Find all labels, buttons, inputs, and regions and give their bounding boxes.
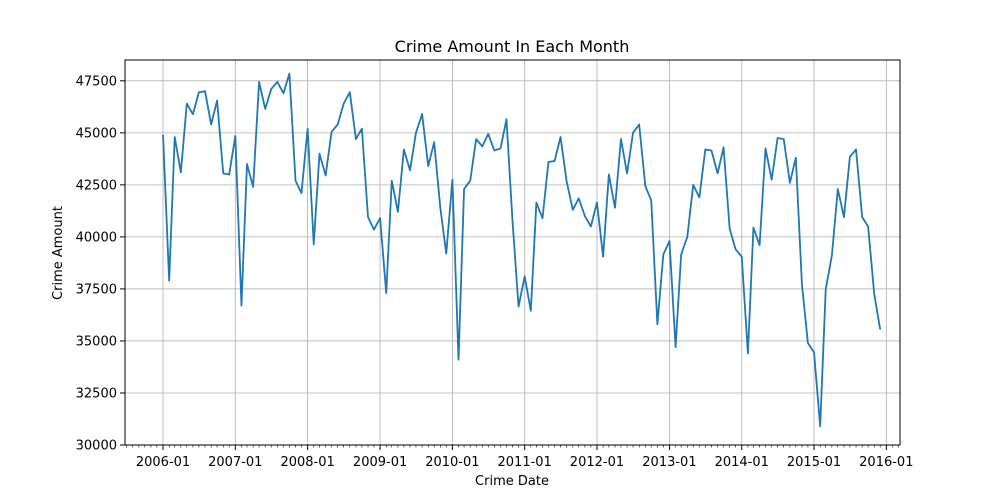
x-axis-label: Crime Date: [475, 474, 549, 489]
x-tick-label: 2011-01: [498, 455, 552, 470]
x-tick-label: 2007-01: [208, 455, 262, 470]
x-tick-label: 2014-01: [715, 455, 769, 470]
x-tick-label: 2009-01: [353, 455, 407, 470]
x-tick-label: 2006-01: [136, 455, 190, 470]
series-line: [162, 72, 882, 428]
x-tick-label: 2010-01: [425, 455, 479, 470]
y-tick-label: 35000: [76, 334, 117, 349]
x-tick-label: 2008-01: [280, 455, 334, 470]
y-axis-label: Crime Amount: [51, 206, 66, 300]
y-tick-label: 40000: [76, 230, 117, 245]
grid: [125, 60, 900, 446]
plot-frame: [124, 59, 901, 446]
y-tick-label: 32500: [76, 386, 117, 401]
series-layer: [162, 72, 882, 428]
x-tick-label: 2016-01: [859, 455, 913, 470]
chart-title: Crime Amount In Each Month: [395, 37, 630, 56]
x-tick-label: 2012-01: [570, 455, 624, 470]
y-tick-label: 45000: [76, 126, 117, 141]
x-axis: 2006-01 2007-01 2008-01 2009-01 2010-01 2011-…: [126, 445, 913, 470]
y-tick-label: 37500: [76, 282, 117, 297]
x-tick-label: 2015-01: [787, 455, 841, 470]
y-tick-label: 47500: [76, 74, 117, 89]
y-tick-label: 30000: [76, 439, 117, 454]
y-axis: 30000 32500 35000 37500 40000 42500 45000 47500: [76, 74, 125, 454]
y-tick-label: 42500: [76, 178, 117, 193]
x-tick-label: 2013-01: [642, 455, 696, 470]
